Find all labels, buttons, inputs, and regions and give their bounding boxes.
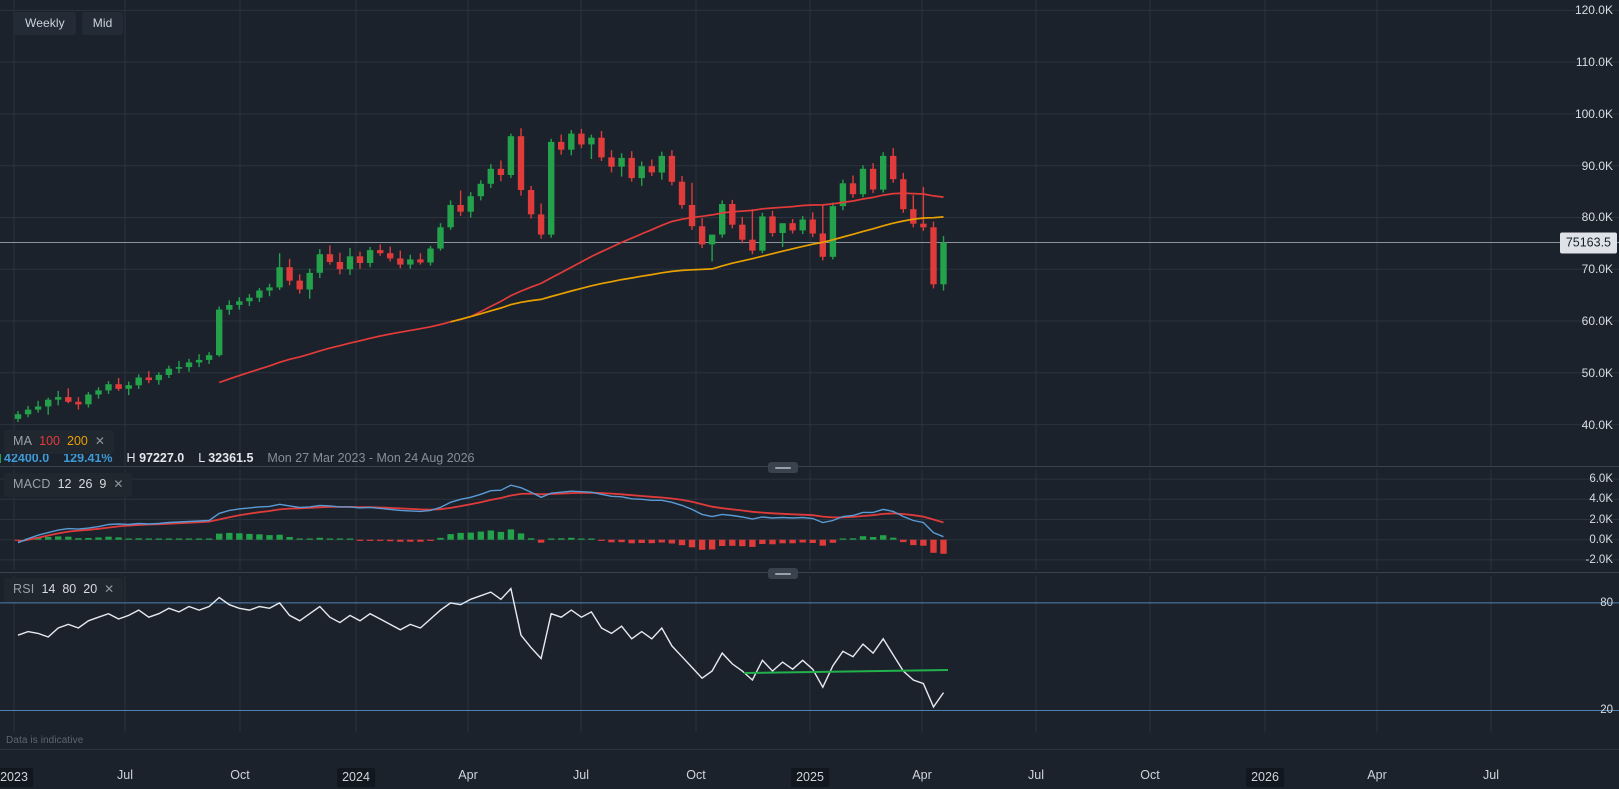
macd-legend-title: MACD bbox=[13, 477, 51, 491]
time-axis-tick: Oct bbox=[230, 768, 250, 782]
time-axis-tick: Jul bbox=[1483, 768, 1499, 782]
high-group: H 97227.0 bbox=[127, 452, 185, 465]
time-axis-tick: Apr bbox=[458, 768, 478, 782]
ma-indicator-legend[interactable]: MA 100 200 ✕ bbox=[4, 430, 114, 454]
rsi-close-icon[interactable]: ✕ bbox=[104, 582, 115, 597]
ma-param-100[interactable]: 100 bbox=[39, 434, 61, 448]
last-price-value: 42400.0 bbox=[4, 451, 50, 465]
ohlc-stats-strip: 42400.0 129.41% H 97227.0 L 32361.5 Mon … bbox=[0, 452, 489, 465]
rsi-legend-title: RSI bbox=[13, 582, 35, 596]
current-price-tag: 75163.5 bbox=[1559, 232, 1617, 253]
panel-divider-1 bbox=[0, 466, 1619, 467]
timeframe-chip[interactable]: Weekly bbox=[14, 12, 76, 35]
time-axis-tick: Jul bbox=[573, 768, 589, 782]
rsi-param-overbought[interactable]: 80 bbox=[62, 582, 77, 596]
macd-param-fast[interactable]: 12 bbox=[57, 477, 72, 491]
date-range-value: Mon 27 Mar 2023 - Mon 24 Aug 2026 bbox=[267, 451, 475, 465]
low-group: L 32361.5 bbox=[198, 452, 253, 465]
time-axis-tick: Oct bbox=[686, 768, 706, 782]
macd-param-signal[interactable]: 9 bbox=[99, 477, 107, 491]
ma-close-icon[interactable]: ✕ bbox=[94, 434, 105, 449]
ma-legend-title: MA bbox=[13, 434, 33, 448]
macd-indicator-legend[interactable]: MACD 12 26 9 ✕ bbox=[4, 473, 133, 497]
macd-param-slow[interactable]: 26 bbox=[78, 477, 93, 491]
last-price-group: 42400.0 bbox=[0, 452, 49, 465]
time-axis[interactable]: 2023 Jul Oct 2024 Apr Jul Oct 2025 Apr Jul Oct 2026… bbox=[0, 749, 1619, 789]
time-axis-tick: Jul bbox=[117, 768, 133, 782]
chart-settings-chips: Weekly Mid bbox=[14, 12, 124, 35]
time-axis-tick: 2026 bbox=[1246, 768, 1284, 787]
time-axis-tick: 2024 bbox=[337, 768, 375, 787]
price-chart-panel[interactable] bbox=[0, 0, 1619, 466]
panel-resize-handle-rsi[interactable] bbox=[768, 568, 798, 579]
high-value: 97227.0 bbox=[139, 451, 185, 465]
indicative-note: Data is indicative bbox=[6, 735, 84, 746]
macd-canvas[interactable] bbox=[0, 469, 1619, 570]
change-percent-value: 129.41% bbox=[63, 451, 113, 465]
rsi-param-oversold[interactable]: 20 bbox=[83, 582, 98, 596]
price-type-chip[interactable]: Mid bbox=[81, 12, 124, 35]
high-label: H bbox=[126, 451, 136, 465]
ma-param-200[interactable]: 200 bbox=[67, 434, 88, 448]
time-axis-tick: 2025 bbox=[791, 768, 829, 787]
time-axis-tick: Oct bbox=[1140, 768, 1160, 782]
panel-divider-2 bbox=[0, 572, 1619, 573]
low-value: 32361.5 bbox=[208, 451, 254, 465]
time-axis-tick: 2023 bbox=[0, 768, 33, 787]
low-label: L bbox=[198, 451, 205, 465]
rsi-indicator-legend[interactable]: RSI 14 80 20 ✕ bbox=[4, 578, 124, 602]
time-axis-tick: Apr bbox=[912, 768, 932, 782]
time-axis-tick: Jul bbox=[1028, 768, 1044, 782]
panel-resize-handle-macd[interactable] bbox=[768, 462, 798, 473]
time-axis-tick: Apr bbox=[1367, 768, 1387, 782]
rsi-canvas[interactable] bbox=[0, 576, 1619, 732]
rsi-panel[interactable] bbox=[0, 576, 1619, 732]
price-chart-canvas[interactable] bbox=[0, 0, 1619, 466]
macd-panel[interactable] bbox=[0, 469, 1619, 570]
rsi-param-period[interactable]: 14 bbox=[41, 582, 56, 596]
macd-close-icon[interactable]: ✕ bbox=[113, 477, 124, 492]
bull-marker-icon bbox=[0, 454, 1, 463]
